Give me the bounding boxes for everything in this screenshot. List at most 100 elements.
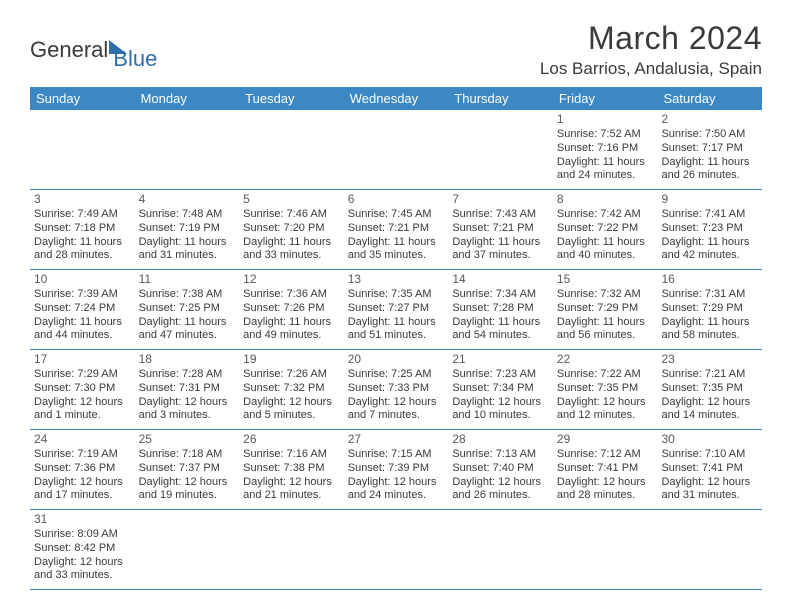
day-cell: [30, 110, 135, 189]
day-cell: 31Sunrise: 8:09 AMSunset: 8:42 PMDayligh…: [30, 510, 135, 589]
day-cell: 22Sunrise: 7:22 AMSunset: 7:35 PMDayligh…: [553, 350, 658, 429]
weekday-header: Monday: [135, 87, 240, 110]
sunrise-line: Sunrise: 8:09 AM: [34, 528, 131, 542]
sunrise-line: Sunrise: 7:34 AM: [452, 288, 549, 302]
daylight-line: Daylight: 12 hours and 31 minutes.: [661, 476, 758, 504]
sunset-line: Sunset: 7:35 PM: [557, 382, 654, 396]
day-number: 23: [661, 352, 758, 367]
sunset-line: Sunset: 7:29 PM: [557, 302, 654, 316]
weekday-header: Sunday: [30, 87, 135, 110]
day-number: 9: [661, 192, 758, 207]
sunrise-line: Sunrise: 7:25 AM: [348, 368, 445, 382]
sunset-line: Sunset: 7:19 PM: [139, 222, 236, 236]
day-cell: [553, 510, 658, 589]
day-number: 11: [139, 272, 236, 287]
daylight-line: Daylight: 12 hours and 33 minutes.: [34, 556, 131, 584]
day-cell: 7Sunrise: 7:43 AMSunset: 7:21 PMDaylight…: [448, 190, 553, 269]
daylight-line: Daylight: 11 hours and 54 minutes.: [452, 316, 549, 344]
sunrise-line: Sunrise: 7:22 AM: [557, 368, 654, 382]
day-cell: 18Sunrise: 7:28 AMSunset: 7:31 PMDayligh…: [135, 350, 240, 429]
day-number: 14: [452, 272, 549, 287]
day-cell: 17Sunrise: 7:29 AMSunset: 7:30 PMDayligh…: [30, 350, 135, 429]
daylight-line: Daylight: 11 hours and 44 minutes.: [34, 316, 131, 344]
sunrise-line: Sunrise: 7:43 AM: [452, 208, 549, 222]
day-cell: [448, 110, 553, 189]
sunset-line: Sunset: 7:24 PM: [34, 302, 131, 316]
day-cell: 13Sunrise: 7:35 AMSunset: 7:27 PMDayligh…: [344, 270, 449, 349]
sunrise-line: Sunrise: 7:36 AM: [243, 288, 340, 302]
daylight-line: Daylight: 12 hours and 12 minutes.: [557, 396, 654, 424]
day-number: 5: [243, 192, 340, 207]
day-cell: 24Sunrise: 7:19 AMSunset: 7:36 PMDayligh…: [30, 430, 135, 509]
daylight-line: Daylight: 12 hours and 17 minutes.: [34, 476, 131, 504]
sunset-line: Sunset: 7:32 PM: [243, 382, 340, 396]
sunset-line: Sunset: 8:42 PM: [34, 542, 131, 556]
day-number: 19: [243, 352, 340, 367]
sunset-line: Sunset: 7:40 PM: [452, 462, 549, 476]
day-cell: [239, 110, 344, 189]
daylight-line: Daylight: 12 hours and 26 minutes.: [452, 476, 549, 504]
sunset-line: Sunset: 7:26 PM: [243, 302, 340, 316]
day-cell: 11Sunrise: 7:38 AMSunset: 7:25 PMDayligh…: [135, 270, 240, 349]
day-number: 22: [557, 352, 654, 367]
sunrise-line: Sunrise: 7:31 AM: [661, 288, 758, 302]
weeks-container: 1Sunrise: 7:52 AMSunset: 7:16 PMDaylight…: [30, 110, 762, 590]
daylight-line: Daylight: 11 hours and 37 minutes.: [452, 236, 549, 264]
day-cell: 5Sunrise: 7:46 AMSunset: 7:20 PMDaylight…: [239, 190, 344, 269]
daylight-line: Daylight: 12 hours and 19 minutes.: [139, 476, 236, 504]
location: Los Barrios, Andalusia, Spain: [540, 59, 762, 79]
day-cell: 6Sunrise: 7:45 AMSunset: 7:21 PMDaylight…: [344, 190, 449, 269]
day-cell: [135, 110, 240, 189]
sunrise-line: Sunrise: 7:26 AM: [243, 368, 340, 382]
day-cell: 28Sunrise: 7:13 AMSunset: 7:40 PMDayligh…: [448, 430, 553, 509]
day-cell: 12Sunrise: 7:36 AMSunset: 7:26 PMDayligh…: [239, 270, 344, 349]
daylight-line: Daylight: 12 hours and 7 minutes.: [348, 396, 445, 424]
sunset-line: Sunset: 7:35 PM: [661, 382, 758, 396]
title-block: March 2024 Los Barrios, Andalusia, Spain: [540, 20, 762, 79]
day-number: 20: [348, 352, 445, 367]
weekday-header: Friday: [553, 87, 658, 110]
day-cell: 30Sunrise: 7:10 AMSunset: 7:41 PMDayligh…: [657, 430, 762, 509]
day-cell: [344, 510, 449, 589]
day-number: 26: [243, 432, 340, 447]
header: General Blue March 2024 Los Barrios, And…: [30, 20, 762, 79]
day-number: 1: [557, 112, 654, 127]
logo: General Blue: [30, 28, 157, 72]
day-number: 21: [452, 352, 549, 367]
day-number: 8: [557, 192, 654, 207]
sunset-line: Sunset: 7:41 PM: [661, 462, 758, 476]
daylight-line: Daylight: 12 hours and 1 minute.: [34, 396, 131, 424]
day-number: 17: [34, 352, 131, 367]
day-cell: 25Sunrise: 7:18 AMSunset: 7:37 PMDayligh…: [135, 430, 240, 509]
sunset-line: Sunset: 7:34 PM: [452, 382, 549, 396]
daylight-line: Daylight: 11 hours and 35 minutes.: [348, 236, 445, 264]
day-number: 4: [139, 192, 236, 207]
sunrise-line: Sunrise: 7:12 AM: [557, 448, 654, 462]
day-number: 25: [139, 432, 236, 447]
daylight-line: Daylight: 12 hours and 5 minutes.: [243, 396, 340, 424]
sunset-line: Sunset: 7:28 PM: [452, 302, 549, 316]
sunset-line: Sunset: 7:18 PM: [34, 222, 131, 236]
day-number: 28: [452, 432, 549, 447]
day-cell: [344, 110, 449, 189]
sunset-line: Sunset: 7:39 PM: [348, 462, 445, 476]
day-cell: 1Sunrise: 7:52 AMSunset: 7:16 PMDaylight…: [553, 110, 658, 189]
day-cell: 15Sunrise: 7:32 AMSunset: 7:29 PMDayligh…: [553, 270, 658, 349]
weekday-header: Tuesday: [239, 87, 344, 110]
day-number: 31: [34, 512, 131, 527]
sunset-line: Sunset: 7:36 PM: [34, 462, 131, 476]
sunset-line: Sunset: 7:21 PM: [452, 222, 549, 236]
daylight-line: Daylight: 11 hours and 26 minutes.: [661, 156, 758, 184]
sunset-line: Sunset: 7:33 PM: [348, 382, 445, 396]
day-cell: 8Sunrise: 7:42 AMSunset: 7:22 PMDaylight…: [553, 190, 658, 269]
daylight-line: Daylight: 11 hours and 28 minutes.: [34, 236, 131, 264]
sunset-line: Sunset: 7:29 PM: [661, 302, 758, 316]
logo-text-general: General: [30, 37, 108, 63]
sunset-line: Sunset: 7:41 PM: [557, 462, 654, 476]
daylight-line: Daylight: 12 hours and 24 minutes.: [348, 476, 445, 504]
sunset-line: Sunset: 7:38 PM: [243, 462, 340, 476]
sunrise-line: Sunrise: 7:39 AM: [34, 288, 131, 302]
daylight-line: Daylight: 12 hours and 3 minutes.: [139, 396, 236, 424]
sunset-line: Sunset: 7:22 PM: [557, 222, 654, 236]
day-cell: 19Sunrise: 7:26 AMSunset: 7:32 PMDayligh…: [239, 350, 344, 429]
